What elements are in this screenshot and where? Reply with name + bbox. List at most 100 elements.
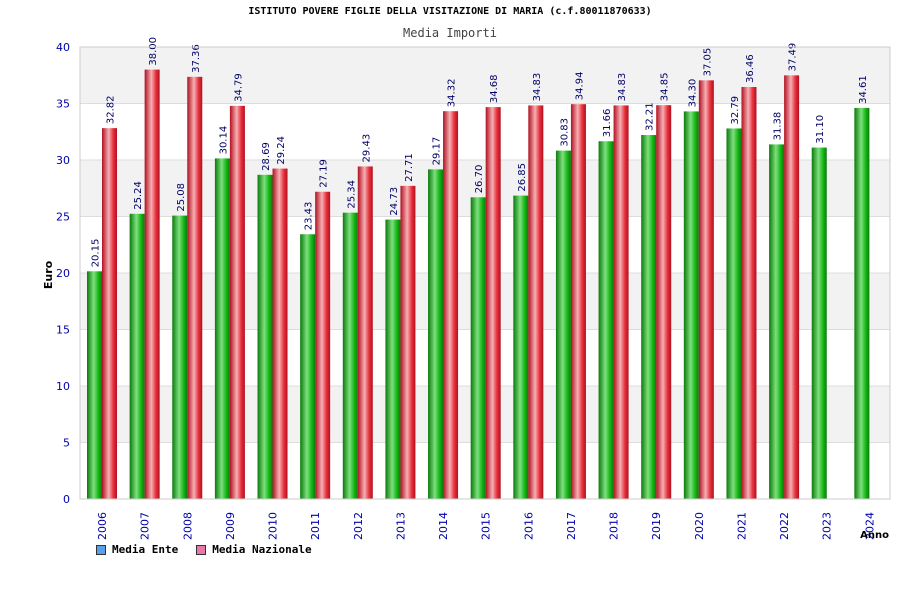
value-label-media-ente-2016: 26.85 xyxy=(517,163,528,192)
value-label-media-ente-2022: 31.38 xyxy=(773,112,784,141)
bar-media-nazionale-2009 xyxy=(229,105,245,500)
x-axis-label: Anno xyxy=(860,530,889,541)
value-label-media-nazionale-2007: 38.00 xyxy=(148,37,159,66)
value-label-media-ente-2008: 25.08 xyxy=(176,183,187,212)
bar-media-ente-2011 xyxy=(300,234,316,499)
bar-media-nazionale-2007 xyxy=(144,69,160,499)
value-label-media-ente-2017: 30.83 xyxy=(559,118,570,147)
value-label-media-ente-2021: 32.79 xyxy=(730,96,741,125)
bar-media-nazionale-2011 xyxy=(315,191,331,500)
value-label-media-nazionale-2012: 29.43 xyxy=(361,134,372,163)
y-tick-label: 20 xyxy=(56,267,70,280)
y-tick-label: 25 xyxy=(56,211,70,224)
bar-media-ente-2007 xyxy=(129,213,145,499)
x-tick-label-2023: 2023 xyxy=(821,512,834,540)
bar-media-ente-2021 xyxy=(726,128,742,499)
x-tick-label-2020: 2020 xyxy=(693,512,706,540)
value-label-media-nazionale-2006: 32.82 xyxy=(106,95,117,124)
bar-media-ente-2019 xyxy=(641,135,657,500)
x-tick-label-2019: 2019 xyxy=(650,512,663,540)
bar-media-ente-2020 xyxy=(683,111,699,499)
x-tick-label-2008: 2008 xyxy=(181,512,194,540)
value-label-media-ente-2023: 31.10 xyxy=(815,115,826,144)
value-label-media-nazionale-2014: 34.32 xyxy=(447,79,458,108)
value-label-media-nazionale-2017: 34.94 xyxy=(574,72,585,101)
value-label-media-nazionale-2011: 27.19 xyxy=(319,159,330,188)
x-tick-label-2021: 2021 xyxy=(735,512,748,540)
x-tick-label-2009: 2009 xyxy=(224,512,237,540)
value-label-media-nazionale-2009: 34.79 xyxy=(233,73,244,102)
bar-media-ente-2015 xyxy=(470,197,486,500)
bar-media-nazionale-2016 xyxy=(528,105,544,500)
x-tick-label-2007: 2007 xyxy=(139,512,152,540)
chart-title: Media Importi xyxy=(403,26,497,40)
bar-media-nazionale-2018 xyxy=(613,105,629,500)
value-label-media-nazionale-2016: 34.83 xyxy=(532,73,543,102)
value-label-media-ente-2020: 34.30 xyxy=(687,79,698,108)
value-label-media-ente-2006: 20.15 xyxy=(91,239,102,268)
bar-media-nazionale-2014 xyxy=(443,111,459,500)
bar-media-nazionale-2022 xyxy=(784,75,800,499)
y-tick-label: 5 xyxy=(63,437,70,450)
bar-media-ente-2013 xyxy=(385,219,401,499)
value-label-media-nazionale-2010: 29.24 xyxy=(276,136,287,165)
bar-media-nazionale-2021 xyxy=(741,87,757,499)
legend-item-media-nazionale: Media Nazionale xyxy=(196,543,312,556)
value-label-media-ente-2018: 31.66 xyxy=(602,109,613,138)
x-tick-label-2024: 2024 xyxy=(863,512,876,540)
y-tick-label: 30 xyxy=(56,154,70,167)
value-label-media-ente-2013: 24.73 xyxy=(389,187,400,216)
bar-media-ente-2014 xyxy=(428,169,444,499)
x-tick-label-2016: 2016 xyxy=(522,512,535,540)
bar-media-nazionale-2008 xyxy=(187,76,203,499)
value-label-media-nazionale-2019: 34.85 xyxy=(660,73,671,102)
bar-media-nazionale-2006 xyxy=(102,128,117,499)
bar-media-ente-2008 xyxy=(172,215,188,499)
bar-media-nazionale-2013 xyxy=(400,185,416,499)
value-label-media-ente-2009: 30.14 xyxy=(218,126,229,155)
value-label-media-ente-2024: 34.61 xyxy=(858,75,869,104)
value-label-media-ente-2012: 25.34 xyxy=(346,180,357,209)
bar-media-ente-2022 xyxy=(769,144,785,499)
bar-media-nazionale-2010 xyxy=(272,168,288,499)
bar-media-nazionale-2012 xyxy=(357,166,373,500)
x-tick-label-2017: 2017 xyxy=(565,512,578,540)
bar-media-ente-2016 xyxy=(513,195,529,499)
bar-media-ente-2009 xyxy=(214,158,230,499)
x-tick-label-2013: 2013 xyxy=(394,512,407,540)
value-label-media-ente-2015: 26.70 xyxy=(474,165,485,194)
value-label-media-nazionale-2020: 37.05 xyxy=(702,48,713,77)
value-label-media-ente-2019: 32.21 xyxy=(645,102,656,131)
bar-media-ente-2017 xyxy=(555,150,571,499)
bar-media-nazionale-2020 xyxy=(698,80,714,500)
x-tick-label-2015: 2015 xyxy=(480,512,493,540)
y-tick-label: 40 xyxy=(56,41,70,54)
bar-media-ente-2010 xyxy=(257,174,273,500)
y-tick-label: 35 xyxy=(56,98,70,111)
legend-swatch-media-nazionale xyxy=(196,544,207,555)
bar-media-ente-2023 xyxy=(811,147,827,499)
x-tick-label-2012: 2012 xyxy=(352,512,365,540)
chart-owner-title: ISTITUTO POVERE FIGLIE DELLA VISITAZIONE… xyxy=(248,6,652,17)
value-label-media-nazionale-2008: 37.36 xyxy=(191,44,202,73)
legend-label-media-ente: Media Ente xyxy=(112,543,179,556)
bar-media-ente-2006 xyxy=(87,271,102,499)
value-label-media-ente-2011: 23.43 xyxy=(304,202,315,231)
y-axis-label: Euro xyxy=(42,260,55,289)
y-tick-label: 10 xyxy=(56,380,70,393)
value-label-media-nazionale-2021: 36.46 xyxy=(745,54,756,83)
value-label-media-nazionale-2018: 34.83 xyxy=(617,73,628,102)
legend-label-media-nazionale: Media Nazionale xyxy=(212,543,312,556)
x-tick-label-2018: 2018 xyxy=(608,512,621,540)
y-tick-label: 15 xyxy=(56,324,70,337)
bar-media-nazionale-2017 xyxy=(570,104,586,499)
bar-media-nazionale-2015 xyxy=(485,107,501,499)
value-label-media-nazionale-2015: 34.68 xyxy=(489,74,500,103)
value-label-media-ente-2007: 25.24 xyxy=(133,181,144,210)
bar-media-ente-2012 xyxy=(342,212,358,499)
bar-media-ente-2018 xyxy=(598,141,614,499)
value-label-media-nazionale-2022: 37.49 xyxy=(788,43,799,72)
legend: Media Ente Media Nazionale xyxy=(96,543,330,556)
